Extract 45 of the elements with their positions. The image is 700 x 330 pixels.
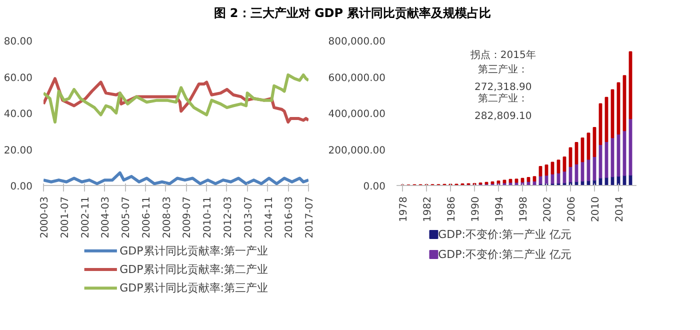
text: 图 2：三大产业对 GDP 累计同比贡献率及规模占比	[214, 5, 492, 22]
y-tick-label: 80.00	[4, 36, 33, 48]
legend-label: GDP:不变价:第二产业 亿元	[438, 248, 572, 261]
x-tick-label: 2005-07	[121, 196, 132, 238]
x-tick-label: 2002-11	[80, 196, 92, 238]
x-tick-label: 1986	[446, 196, 458, 222]
x-tick-label: 2012-03	[222, 196, 234, 238]
legend-label: GDP累计同比贡献率:第一产业	[120, 244, 268, 258]
x-tick-label: 2004-03	[100, 196, 112, 238]
x-tick-label: 2014-11	[264, 196, 275, 238]
x-tick-label: 2002	[542, 196, 554, 222]
y-tick-label: 600,000.00	[328, 72, 386, 84]
x-tick-label: 2009-07	[182, 196, 194, 238]
x-tick-label: 1998	[518, 196, 530, 222]
legend-label: GDP累计同比贡献率:第三产业	[120, 282, 268, 295]
x-tick-label: 2010-11	[202, 196, 214, 238]
x-tick-label: 2000-03	[40, 196, 50, 238]
annotation: 第二产业：	[478, 92, 528, 104]
x-tick-label: 2006-11	[141, 196, 152, 238]
y-tick-label: 40.00	[4, 109, 33, 120]
y-tick-label: 400,000.00	[328, 109, 386, 120]
y-tick-label: 0.00	[10, 182, 32, 192]
x-tick-label: 2006	[566, 196, 578, 222]
x-tick-label: 2001-07	[60, 196, 71, 238]
x-tick-label: 2016-03	[284, 196, 296, 238]
x-tick-label: 2014	[614, 196, 626, 222]
x-tick-label: 2013-07	[243, 196, 254, 238]
y-tick-label: 0.00	[363, 182, 386, 192]
annotation: 第三产业：	[478, 63, 528, 76]
x-tick-label: 1990	[470, 196, 482, 222]
x-tick-label: 2017-07	[304, 196, 316, 238]
y-tick-label: 20.00	[4, 145, 33, 156]
legend-label: GDP累计同比贡献率:第二产业	[120, 263, 268, 276]
y-tick-label: 60.00	[4, 72, 33, 84]
annotation: 282,809.10	[474, 110, 532, 122]
x-tick-label: 1982	[422, 196, 434, 222]
x-tick-label: 2008-03	[162, 196, 173, 238]
y-tick-label: 200,000.00	[328, 145, 386, 156]
annotation: 拐点：2015年	[469, 48, 536, 61]
x-tick-label: 2010	[590, 196, 602, 222]
y-tick-label: 800,000.00	[328, 36, 386, 48]
x-tick-label: 1978	[398, 196, 410, 222]
legend-label: GDP:不变价:第一产业 亿元	[438, 228, 572, 241]
x-tick-label: 1994	[494, 196, 506, 222]
annotation: 272,318.90	[474, 82, 532, 93]
